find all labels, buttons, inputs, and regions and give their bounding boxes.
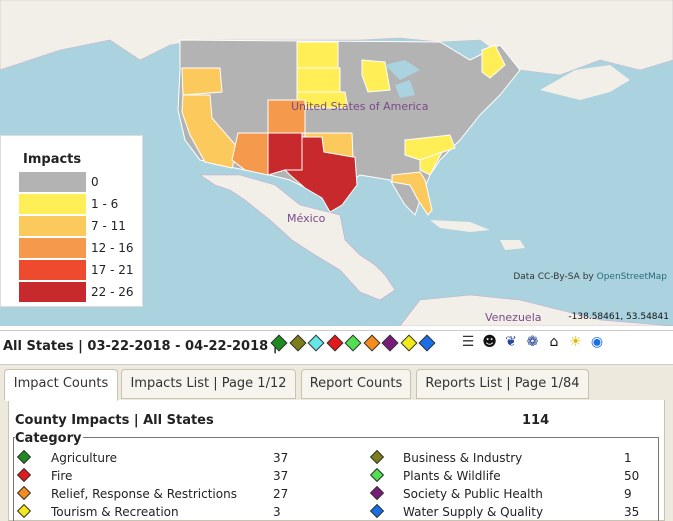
legend-label: 12 - 16 <box>91 241 134 255</box>
legend-swatch <box>19 238 86 258</box>
category-count: 27 <box>273 487 289 501</box>
category-name: Society & Public Health <box>403 487 543 501</box>
legend-swatch <box>19 216 86 236</box>
legend-title: Impacts <box>23 152 82 167</box>
legend-label: 1 - 6 <box>91 197 119 211</box>
category-count: 37 <box>273 469 289 483</box>
user-icon[interactable]: ☻ <box>482 334 497 350</box>
mouse-coordinates: -138.58461, 53.54841 <box>568 312 669 322</box>
water-drop-icon[interactable]: ❦ <box>505 334 517 350</box>
report-icon[interactable]: ☰ <box>461 334 475 350</box>
toolbar-summary: All States | 03-22-2018 - 04-22-2018 | <box>3 339 278 354</box>
globe-icon[interactable]: ◉ <box>590 334 604 350</box>
map-canvas[interactable] <box>0 0 673 326</box>
legend-item: 7 - 11 <box>19 216 139 236</box>
attribution-text: Data CC-By-SA by <box>513 272 594 282</box>
legend-swatch <box>19 172 86 192</box>
county-impacts-title: County Impacts | All States <box>15 413 214 428</box>
legend-label: 7 - 11 <box>91 219 126 233</box>
category-title: Category <box>15 431 84 446</box>
filter-toolbar: All States | 03-22-2018 - 04-22-2018 | <box>0 330 673 360</box>
category-count: 9 <box>624 487 632 501</box>
map-label-venezuela: Venezuela <box>485 311 542 324</box>
map-label-mexico: México <box>287 212 326 225</box>
category-name: Agriculture <box>51 451 117 465</box>
noaa-icon[interactable]: ❁ <box>526 334 539 350</box>
legend-label: 22 - 26 <box>91 285 134 299</box>
impact-counts-panel <box>8 400 665 521</box>
impacts-legend: Impacts 0 1 - 6 7 - 11 12 - 16 17 - 21 22 - 2… <box>0 135 143 307</box>
legend-swatch <box>19 282 86 302</box>
category-name: Business & Industry <box>403 451 523 465</box>
category-count: 35 <box>624 505 640 519</box>
map-attribution: Data CC-By-SA by OpenStreetMap <box>513 272 667 282</box>
tab-report-counts[interactable]: Report Counts <box>301 369 411 399</box>
osm-link[interactable]: OpenStreetMap <box>596 272 667 282</box>
map-label-usa: United States of America <box>291 100 429 113</box>
legend-item: 1 - 6 <box>19 194 139 214</box>
tab-impacts-list[interactable]: Impacts List | Page 1/12 <box>121 369 296 399</box>
legend-label: 0 <box>91 175 99 189</box>
legend-item: 0 <box>19 172 139 192</box>
category-name: Plants & Wildlife <box>403 469 501 483</box>
county-impacts-total: 114 <box>522 413 550 428</box>
category-count: 37 <box>273 451 289 465</box>
category-count: 50 <box>624 469 640 483</box>
category-name: Tourism & Recreation <box>51 505 179 519</box>
museum-icon[interactable]: ⌂ <box>549 334 559 350</box>
legend-item: 22 - 26 <box>19 282 139 302</box>
category-count: 1 <box>624 451 632 465</box>
legend-item: 17 - 21 <box>19 260 139 280</box>
sun-icon[interactable]: ☀ <box>569 334 582 350</box>
category-fieldset <box>13 437 659 521</box>
category-name: Fire <box>51 469 73 483</box>
category-name: Water Supply & Quality <box>403 505 544 519</box>
tab-reports-list[interactable]: Reports List | Page 1/84 <box>416 369 589 399</box>
legend-swatch <box>19 260 86 280</box>
legend-swatch <box>19 194 86 214</box>
category-name: Relief, Response & Restrictions <box>51 487 237 501</box>
legend-label: 17 - 21 <box>91 263 134 277</box>
legend-item: 12 - 16 <box>19 238 139 258</box>
category-count: 3 <box>273 505 281 519</box>
tab-impact-counts[interactable]: Impact Counts <box>4 369 118 401</box>
